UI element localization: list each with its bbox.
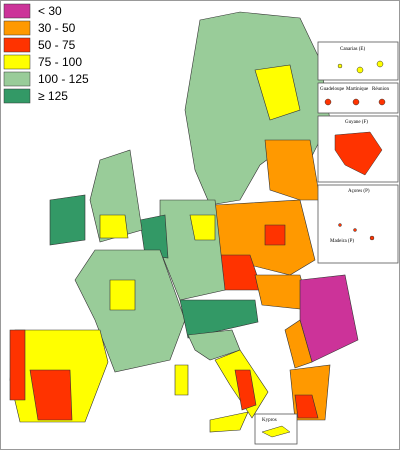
inset-label: Martinique [346, 87, 369, 92]
regions [9, 11, 359, 433]
legend-swatch [3, 37, 31, 53]
legend-swatch [3, 3, 31, 19]
island [337, 63, 343, 69]
inset-box [317, 41, 399, 81]
island [338, 223, 342, 227]
inset-boxes [254, 41, 399, 445]
inset-label: Guadeloupe [320, 87, 345, 92]
inset-box [317, 82, 399, 114]
kypros [261, 425, 291, 438]
island [356, 66, 364, 74]
region [264, 224, 286, 246]
region [74, 249, 186, 373]
region [264, 139, 321, 201]
region [189, 214, 216, 241]
guyane [334, 131, 383, 176]
region [9, 329, 26, 401]
region [109, 279, 136, 311]
region [209, 411, 249, 433]
region [139, 214, 169, 259]
region [187, 329, 241, 361]
region [254, 64, 301, 121]
legend-label: 30 - 50 [38, 21, 76, 35]
legend-swatch [3, 88, 31, 104]
legend-label: ≥ 125 [38, 89, 68, 103]
region [179, 299, 259, 339]
region [49, 194, 86, 246]
island [369, 235, 375, 241]
region [234, 369, 257, 411]
inset-box [317, 184, 399, 264]
legend-swatch [3, 20, 31, 36]
island [352, 98, 360, 106]
legend-label: 50 - 75 [38, 38, 76, 52]
legend-label: 100 - 125 [38, 72, 89, 86]
inset-label: Kypros [262, 418, 277, 423]
region [294, 394, 319, 419]
inset-label: Réunion [372, 87, 389, 92]
region [284, 319, 313, 369]
legend-label: < 30 [38, 4, 62, 18]
legend: < 30 30 - 50 50 - 75 75 - 100 100 - 125 ≥ 125 [1, 1, 111, 105]
legend-background [1, 1, 111, 105]
inset-labels: Canarias (E) Guadeloupe Martinique Réunion G… [262, 47, 389, 423]
island [376, 60, 384, 68]
region [174, 364, 189, 396]
region [29, 369, 73, 421]
inset-label: Canarias (E) [340, 47, 365, 52]
island [324, 98, 332, 106]
region [299, 274, 359, 363]
legend-swatch [3, 54, 31, 70]
inset-shapes [261, 60, 386, 438]
island [353, 228, 357, 232]
region [99, 214, 129, 239]
inset-label: Açores (P) [348, 189, 370, 194]
legend-label: 75 - 100 [38, 55, 82, 69]
inset-label: Madeira (P) [330, 239, 354, 244]
legend-swatch [3, 71, 31, 87]
inset-label: Guyane (F) [345, 120, 368, 125]
island [378, 98, 386, 106]
